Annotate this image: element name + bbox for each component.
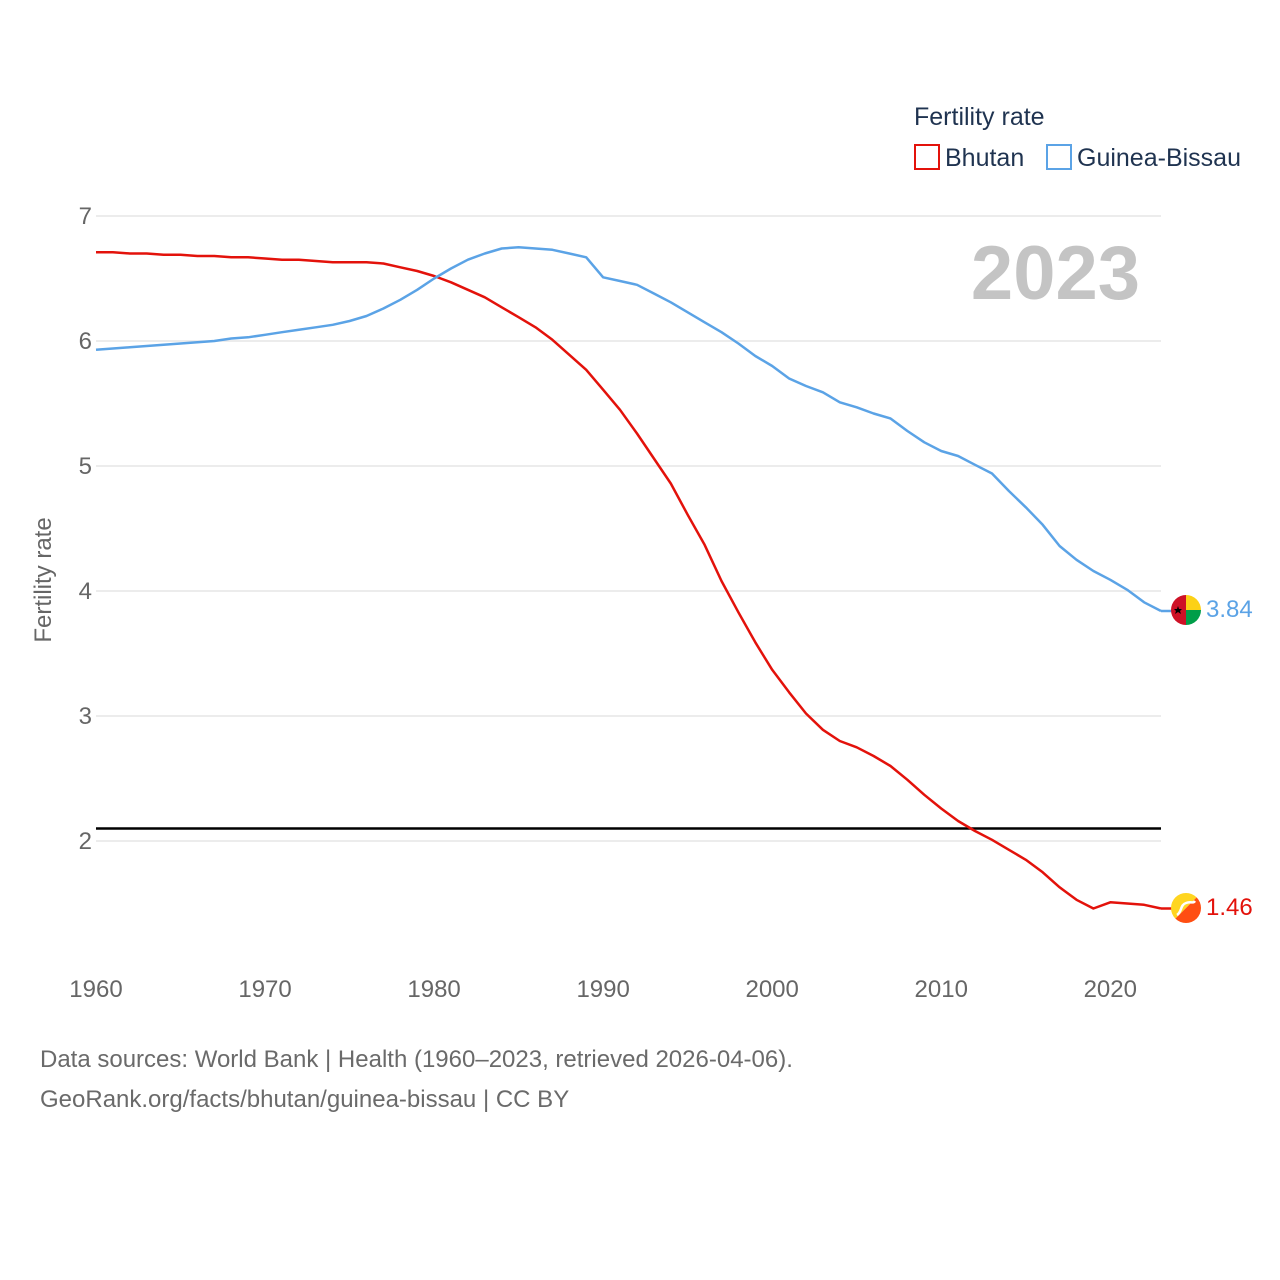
end-label-guinea-bissau: 3.84 — [1206, 596, 1253, 623]
y-axis-ticks: 2 3 4 5 6 7 — [79, 203, 92, 855]
x-tick-label: 1970 — [238, 976, 291, 1003]
footer: Data sources: World Bank | Health (1960–… — [40, 1040, 793, 1120]
series-line-bhutan[interactable] — [96, 251, 1162, 910]
end-label-bhutan: 1.46 — [1206, 894, 1253, 921]
y-tick-label: 4 — [79, 578, 92, 605]
highlight-year-label: 2023 — [971, 231, 1140, 316]
y-tick-label: 5 — [79, 453, 92, 480]
x-axis-ticks: 1960 1970 1980 1990 2000 2010 2020 — [69, 976, 1137, 1003]
y-tick-label: 7 — [79, 203, 92, 230]
y-tick-label: 6 — [79, 328, 92, 355]
gridlines — [96, 215, 1161, 842]
y-tick-label: 3 — [79, 703, 92, 730]
bhutan-flag-icon — [1171, 893, 1201, 923]
x-tick-label: 2000 — [745, 976, 798, 1003]
credit-link[interactable]: GeoRank.org/facts/bhutan/guinea-bissau |… — [40, 1086, 570, 1113]
legend-swatch-guinea-bissau[interactable] — [1046, 144, 1072, 170]
guinea-bissau-flag-icon — [1171, 595, 1201, 625]
x-tick-label: 1960 — [69, 976, 122, 1003]
legend-swatch-bhutan[interactable] — [914, 144, 940, 170]
legend-title: Fertility rate — [914, 103, 1045, 131]
x-tick-label: 1980 — [407, 976, 460, 1003]
y-axis-label: Fertility rate — [30, 517, 57, 642]
series-line-guinea-bissau[interactable] — [95, 246, 1162, 613]
legend-label-bhutan[interactable]: Bhutan — [945, 144, 1024, 172]
series-lines — [95, 246, 1172, 910]
x-tick-label: 2020 — [1084, 976, 1137, 1003]
x-tick-label: 2010 — [915, 976, 968, 1003]
legend-label-guinea-bissau[interactable]: Guinea-Bissau — [1077, 144, 1241, 172]
legend: Fertility rate Bhutan Guinea-Bissau — [914, 103, 1241, 172]
y-tick-label: 2 — [79, 828, 92, 855]
data-sources: Data sources: World Bank | Health (1960–… — [40, 1046, 793, 1073]
x-tick-label: 1990 — [576, 976, 629, 1003]
